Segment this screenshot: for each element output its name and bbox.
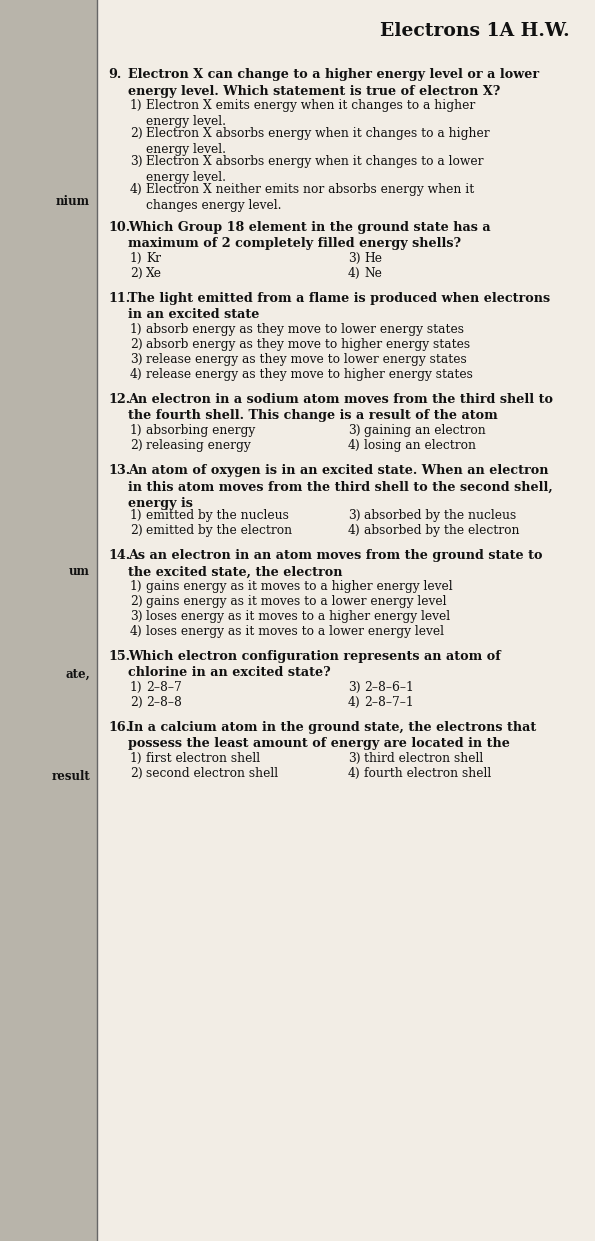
Text: 2): 2) [130, 696, 143, 709]
Text: 3): 3) [348, 681, 361, 694]
Text: He: He [364, 252, 382, 266]
Text: 4): 4) [130, 369, 143, 381]
Text: Electron X absorbs energy when it changes to a higher
energy level.: Electron X absorbs energy when it change… [146, 127, 490, 156]
Text: 1): 1) [130, 424, 143, 437]
Text: Kr: Kr [146, 252, 161, 266]
Text: 2): 2) [130, 767, 143, 781]
Text: emitted by the electron: emitted by the electron [146, 524, 292, 537]
Text: 2): 2) [130, 439, 143, 452]
Text: 1): 1) [130, 252, 143, 266]
Text: 12.: 12. [108, 393, 130, 406]
Text: 2): 2) [130, 594, 143, 608]
Text: 13.: 13. [108, 464, 130, 477]
Text: 3): 3) [348, 252, 361, 266]
Text: Electron X neither emits nor absorbs energy when it
changes energy level.: Electron X neither emits nor absorbs ene… [146, 182, 474, 212]
Text: absorbing energy: absorbing energy [146, 424, 255, 437]
Text: 4): 4) [348, 524, 361, 537]
Text: 2): 2) [130, 338, 143, 351]
Text: 1): 1) [130, 99, 143, 112]
Text: losing an electron: losing an electron [364, 439, 476, 452]
Text: Electron X absorbs energy when it changes to a lower
energy level.: Electron X absorbs energy when it change… [146, 155, 484, 184]
Text: The light emitted from a flame is produced when electrons
in an excited state: The light emitted from a flame is produc… [128, 292, 550, 321]
Text: 2–8–7–1: 2–8–7–1 [364, 696, 414, 709]
Text: 2): 2) [130, 127, 143, 140]
Text: 3): 3) [348, 509, 361, 522]
Text: result: result [51, 769, 90, 783]
Text: gaining an electron: gaining an electron [364, 424, 486, 437]
Text: 1): 1) [130, 323, 143, 336]
Text: Electrons 1A H.W.: Electrons 1A H.W. [380, 22, 570, 40]
Text: 15.: 15. [108, 650, 130, 663]
Text: absorb energy as they move to higher energy states: absorb energy as they move to higher ene… [146, 338, 470, 351]
Text: 3): 3) [348, 752, 361, 764]
Text: gains energy as it moves to a lower energy level: gains energy as it moves to a lower ener… [146, 594, 446, 608]
Text: Xe: Xe [146, 267, 162, 280]
Text: 4): 4) [348, 439, 361, 452]
Text: 4): 4) [130, 625, 143, 638]
Text: Ne: Ne [364, 267, 382, 280]
Text: release energy as they move to higher energy states: release energy as they move to higher en… [146, 369, 473, 381]
Text: 4): 4) [348, 267, 361, 280]
Text: 2): 2) [130, 524, 143, 537]
Text: 2–8–8: 2–8–8 [146, 696, 182, 709]
Text: 1): 1) [130, 681, 143, 694]
Text: releasing energy: releasing energy [146, 439, 250, 452]
Text: 3): 3) [130, 352, 143, 366]
Text: 3): 3) [348, 424, 361, 437]
Text: third electron shell: third electron shell [364, 752, 483, 764]
Text: emitted by the nucleus: emitted by the nucleus [146, 509, 289, 522]
Text: 16.: 16. [108, 721, 130, 733]
Text: Which electron configuration represents an atom of
chlorine in an excited state?: Which electron configuration represents … [128, 650, 501, 680]
Text: nium: nium [56, 195, 90, 208]
Text: In a calcium atom in the ground state, the electrons that
possess the least amou: In a calcium atom in the ground state, t… [128, 721, 536, 751]
Text: 10.: 10. [108, 221, 130, 235]
Text: gains energy as it moves to a higher energy level: gains energy as it moves to a higher ene… [146, 580, 453, 593]
Text: release energy as they move to lower energy states: release energy as they move to lower ene… [146, 352, 466, 366]
Text: absorb energy as they move to lower energy states: absorb energy as they move to lower ener… [146, 323, 464, 336]
Text: 4): 4) [348, 696, 361, 709]
Text: 2–8–7: 2–8–7 [146, 681, 181, 694]
Text: Electron X emits energy when it changes to a higher
energy level.: Electron X emits energy when it changes … [146, 99, 475, 128]
Text: 9.: 9. [108, 68, 121, 81]
Text: second electron shell: second electron shell [146, 767, 278, 781]
Text: 1): 1) [130, 752, 143, 764]
Text: loses energy as it moves to a higher energy level: loses energy as it moves to a higher ene… [146, 611, 450, 623]
Text: An electron in a sodium atom moves from the third shell to
the fourth shell. Thi: An electron in a sodium atom moves from … [128, 393, 553, 422]
Text: Electron X can change to a higher energy level or a lower
energy level. Which st: Electron X can change to a higher energy… [128, 68, 539, 98]
Text: loses energy as it moves to a lower energy level: loses energy as it moves to a lower ener… [146, 625, 444, 638]
Text: 3): 3) [130, 611, 143, 623]
Text: absorbed by the nucleus: absorbed by the nucleus [364, 509, 516, 522]
Text: 3): 3) [130, 155, 143, 168]
Text: As an electron in an atom moves from the ground state to
the excited state, the : As an electron in an atom moves from the… [128, 549, 543, 578]
Text: 2): 2) [130, 267, 143, 280]
Text: um: um [69, 565, 90, 578]
Bar [0, 0, 97, 1241]
Text: 14.: 14. [108, 549, 130, 562]
Text: absorbed by the electron: absorbed by the electron [364, 524, 519, 537]
Text: 2–8–6–1: 2–8–6–1 [364, 681, 414, 694]
Text: 4): 4) [348, 767, 361, 781]
Text: fourth electron shell: fourth electron shell [364, 767, 491, 781]
Text: 11.: 11. [108, 292, 130, 305]
Text: Which Group 18 element in the ground state has a
maximum of 2 completely filled : Which Group 18 element in the ground sta… [128, 221, 491, 251]
Text: An atom of oxygen is in an excited state. When an electron
in this atom moves fr: An atom of oxygen is in an excited state… [128, 464, 553, 510]
Text: 1): 1) [130, 509, 143, 522]
Text: 1): 1) [130, 580, 143, 593]
Text: ate,: ate, [65, 668, 90, 681]
Text: 4): 4) [130, 182, 143, 196]
Text: first electron shell: first electron shell [146, 752, 260, 764]
